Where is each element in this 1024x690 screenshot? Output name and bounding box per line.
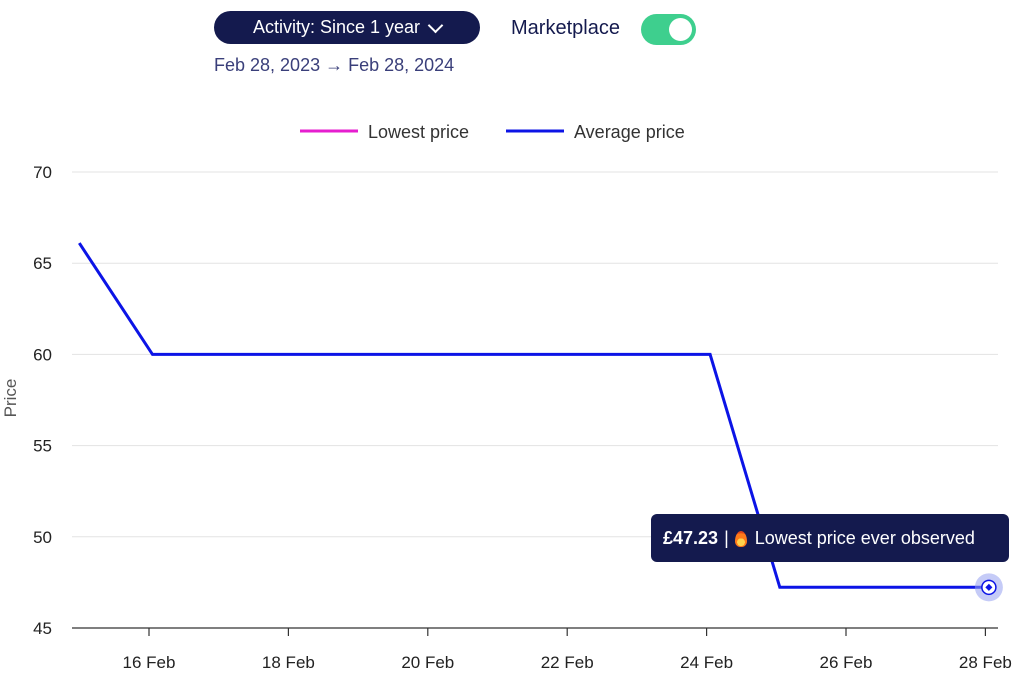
- y-axis-label: Price: [1, 379, 20, 418]
- x-tick-label: 16 Feb: [123, 653, 176, 672]
- chart-legend: Lowest price Average price: [300, 122, 685, 142]
- series-line-average-price: [78, 242, 989, 589]
- activity-period-dropdown[interactable]: Activity: Since 1 year: [214, 11, 480, 44]
- y-axis-ticks: 45 50 55 60 65 70: [33, 163, 52, 638]
- x-tick-label: 28 Feb: [959, 653, 1012, 672]
- legend-label-lowest-price[interactable]: Lowest price: [368, 122, 469, 142]
- activity-period-label: Activity: Since 1 year: [252, 17, 421, 37]
- tooltip-separator: |: [724, 527, 729, 548]
- y-tick-label: 50: [33, 528, 52, 547]
- y-tick-label: 60: [33, 345, 52, 364]
- legend-label-average-price[interactable]: Average price: [574, 122, 685, 142]
- date-range-text: Feb 28, 2023 → Feb 28, 2024: [214, 55, 455, 75]
- y-tick-label: 45: [33, 619, 52, 638]
- x-tick-label: 18 Feb: [262, 653, 315, 672]
- highlight-point-marker: [985, 583, 993, 591]
- x-tick-label: 24 Feb: [680, 653, 733, 672]
- x-axis: 16 Feb 18 Feb 20 Feb 22 Feb 24 Feb 26 Feb 28 F…: [72, 627, 1012, 672]
- y-tick-label: 65: [33, 254, 52, 273]
- y-tick-label: 55: [33, 437, 52, 456]
- tooltip-message: Lowest price ever observed: [754, 527, 975, 548]
- marketplace-label: Marketplace: [511, 17, 620, 39]
- marketplace-toggle[interactable]: [641, 14, 696, 45]
- x-tick-label: 22 Feb: [541, 653, 594, 672]
- flame-icon: [734, 531, 747, 547]
- toggle-knob: [669, 18, 692, 41]
- y-tick-label: 70: [33, 163, 52, 182]
- price-tooltip: £47.23 | Lowest price ever observed: [651, 514, 1009, 562]
- tooltip-price: £47.23: [663, 527, 719, 548]
- x-tick-label: 20 Feb: [401, 653, 454, 672]
- chart-series: [78, 242, 1003, 602]
- x-tick-label: 26 Feb: [820, 653, 873, 672]
